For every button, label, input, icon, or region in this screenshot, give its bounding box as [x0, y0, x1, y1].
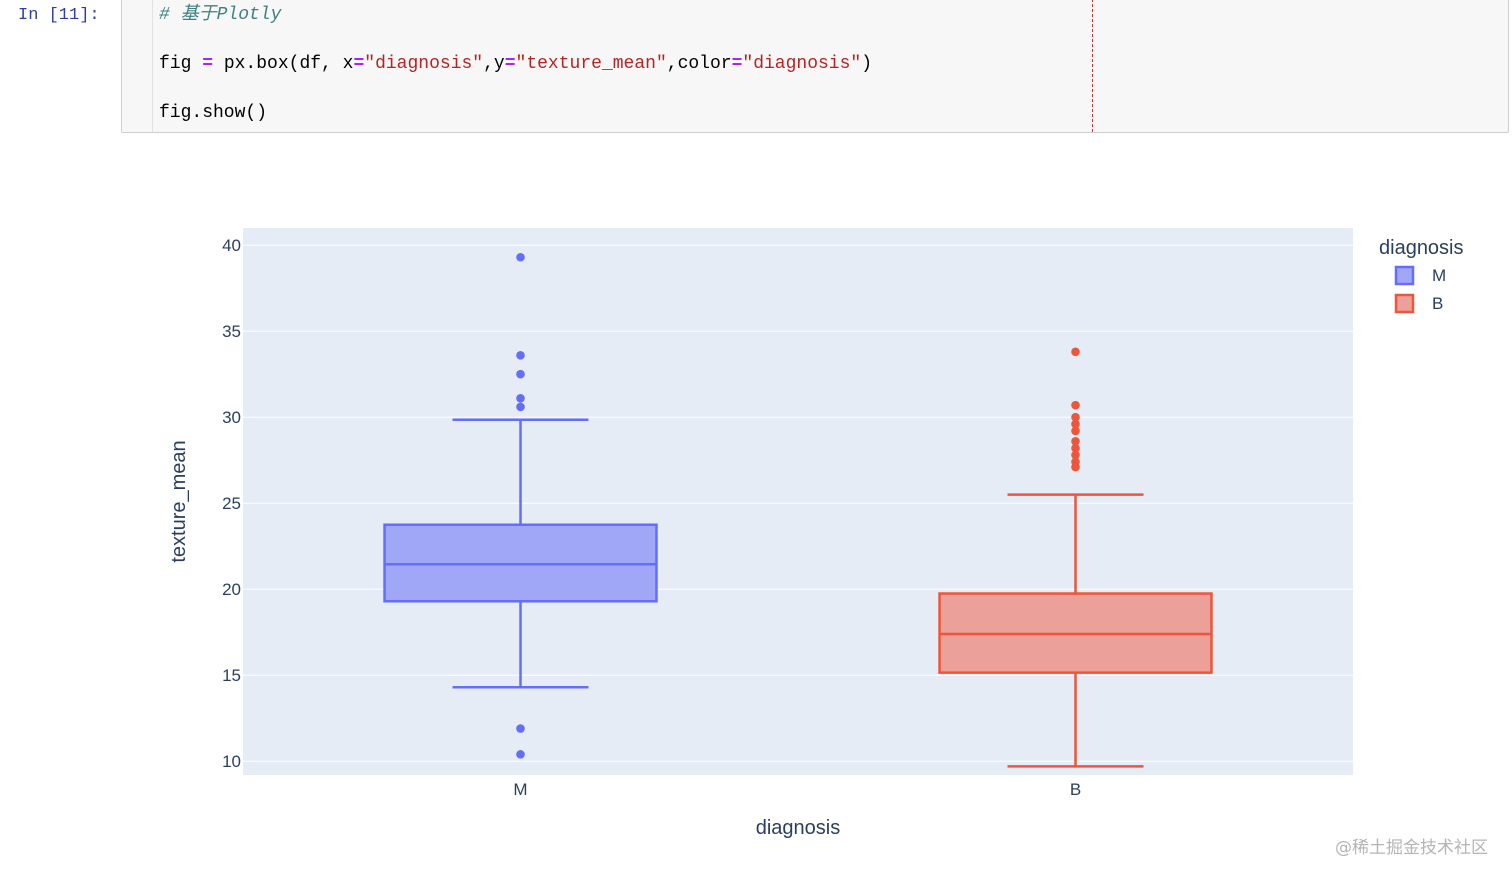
outlier-point: [516, 750, 525, 759]
y-axis-title: texture_mean: [168, 440, 190, 562]
outlier-point: [1071, 450, 1080, 460]
outlier-point: [1071, 426, 1080, 436]
code-line-1: # 基于Plotly: [159, 3, 872, 52]
code-token: px.box(df, x: [213, 54, 354, 74]
outlier-point: [1071, 436, 1080, 446]
code-operator: =: [731, 54, 743, 74]
code-token: fig.show(): [159, 103, 268, 123]
legend-title: diagnosis: [1379, 237, 1464, 259]
outlier-point: [1071, 400, 1080, 410]
y-tick-label: 20: [222, 580, 241, 599]
y-tick-label: 30: [222, 408, 241, 427]
box-trace-B: [938, 347, 1213, 768]
legend-swatch: [1394, 265, 1415, 286]
outlier-point: [516, 402, 525, 412]
legend-label: B: [1432, 294, 1443, 313]
legend-label: M: [1432, 266, 1446, 285]
code-string: "diagnosis": [742, 54, 862, 74]
code-comment: # 基于Plotly: [159, 5, 282, 25]
outlier-point: [1071, 462, 1080, 472]
x-tick-label: B: [1070, 780, 1081, 799]
outlier-point: [516, 252, 525, 262]
code-editor[interactable]: # 基于Plotly fig = px.box(df, x="diagnosis…: [159, 3, 872, 150]
outlier-point: [1071, 347, 1080, 357]
line-length-ruler: [1092, 0, 1093, 132]
legend-swatch: [1394, 293, 1415, 314]
code-operator: =: [353, 54, 365, 74]
code-line-2: fig = px.box(df, x="diagnosis",y="textur…: [159, 52, 872, 101]
y-tick-label: 25: [222, 494, 241, 513]
x-axis-title: diagnosis: [756, 817, 841, 839]
y-tick-label: 40: [222, 236, 241, 255]
watermark: @稀土掘金技术社区: [1335, 838, 1488, 858]
outlier-point: [1071, 412, 1080, 422]
code-string: "diagnosis": [364, 54, 484, 74]
code-token: ): [861, 54, 873, 74]
plot-area: [243, 228, 1353, 775]
y-tick-label: 10: [222, 752, 241, 771]
code-token: ,color: [666, 54, 732, 74]
outlier-point: [1071, 443, 1080, 453]
code-cell-input[interactable]: # 基于Plotly fig = px.box(df, x="diagnosis…: [121, 0, 1509, 133]
iqr-box: [383, 523, 658, 603]
code-gutter: [122, 0, 153, 132]
y-tick-label: 15: [222, 666, 241, 685]
code-operator: =: [504, 54, 516, 74]
x-tick-label: M: [513, 780, 527, 799]
code-token: ,y: [483, 54, 505, 74]
outlier-point: [516, 393, 525, 403]
outlier-point: [516, 369, 525, 379]
outlier-point: [1071, 419, 1080, 429]
legend-item-B[interactable]: B: [1394, 293, 1443, 314]
code-operator: =: [202, 54, 214, 74]
legend: diagnosis MB: [1379, 237, 1464, 314]
code-string: "texture_mean": [515, 54, 667, 74]
code-line-3: fig.show(): [159, 101, 872, 150]
outlier-point: [516, 724, 525, 733]
y-tick-label: 35: [222, 322, 241, 341]
outlier-point: [516, 350, 525, 360]
code-token: fig: [159, 54, 203, 74]
legend-item-M[interactable]: M: [1394, 265, 1446, 286]
box-trace-M: [383, 252, 658, 759]
cell-prompt: In [11]:: [18, 6, 100, 25]
